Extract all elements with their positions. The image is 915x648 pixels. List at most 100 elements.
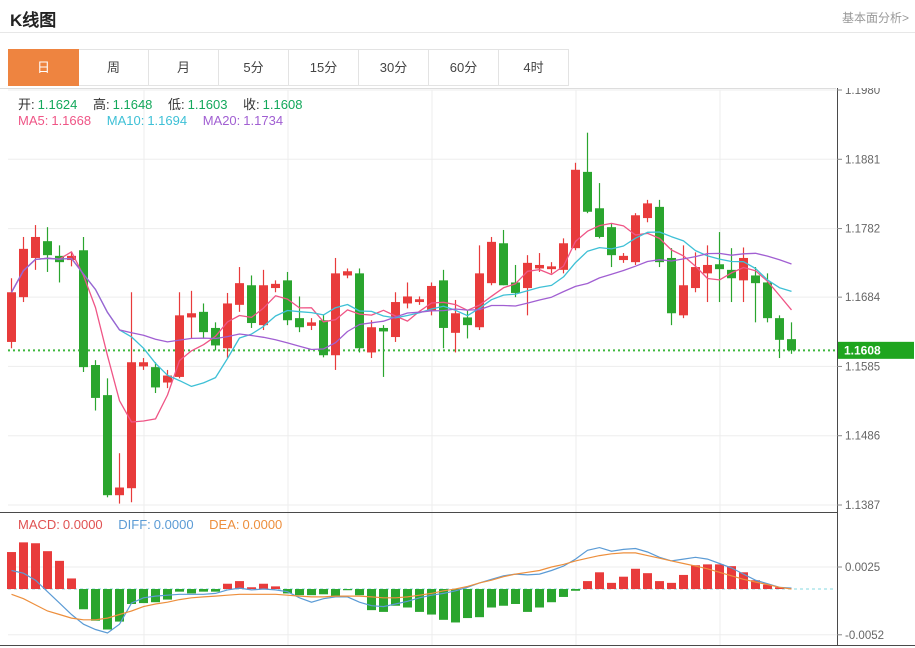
current-price-label: 1.1608 xyxy=(844,343,881,357)
macd-bar xyxy=(691,565,700,590)
candle-body xyxy=(703,264,712,274)
candle-body xyxy=(403,296,412,304)
fundamental-analysis-link[interactable]: 基本面分析> xyxy=(841,11,909,25)
candle-body xyxy=(559,243,568,270)
tab-15min[interactable]: 15分 xyxy=(289,49,359,86)
macd-bar xyxy=(595,572,604,590)
candle-body xyxy=(571,169,580,249)
macd-bar xyxy=(619,576,628,590)
macd-bar xyxy=(367,589,376,611)
macd-bar xyxy=(319,589,328,595)
high-value: 1.1648 xyxy=(112,97,153,112)
candle-body xyxy=(583,171,592,212)
tab-30min[interactable]: 30分 xyxy=(359,49,429,86)
ma10-value: 1.1694 xyxy=(147,113,188,128)
macd-bar xyxy=(19,542,28,590)
macd-bar xyxy=(247,587,256,590)
macd-bar xyxy=(427,589,436,615)
macd-legend: MACD: 0.0000 DIFF: 0.0000 DEA: 0.0000 xyxy=(18,517,285,532)
diff-value: 0.0000 xyxy=(153,517,194,532)
macd-bar xyxy=(343,589,352,591)
axis-tick-label: 1.1782 xyxy=(845,224,880,236)
candle-body xyxy=(295,318,304,328)
candle-body xyxy=(235,283,244,305)
axis-tick-label: 1.1980 xyxy=(845,88,880,97)
macd-bar xyxy=(163,589,172,600)
macd-bar xyxy=(127,589,136,604)
macd-bar xyxy=(631,568,640,590)
candle-body xyxy=(547,266,556,270)
macd-bar xyxy=(307,589,316,596)
candle-body xyxy=(715,264,724,270)
candle-body xyxy=(763,282,772,319)
macd-bar xyxy=(451,589,460,623)
y-axis-labels: 1.1980 1.1881 1.1782 1.1684 1.1585 1.1486 1.13… xyxy=(837,88,884,642)
candle-body xyxy=(391,302,400,338)
macd-bar xyxy=(295,589,304,596)
candle-body xyxy=(331,273,340,356)
candle-body xyxy=(739,257,748,281)
candle-body xyxy=(499,243,508,286)
candle-body xyxy=(367,327,376,353)
candle-body xyxy=(427,285,436,311)
candle-body xyxy=(487,241,496,284)
axis-tick-label: 1.1585 xyxy=(845,361,880,373)
macd-bar xyxy=(31,543,40,590)
ohlc-legend: 开: 1.1624 高: 1.1648 低: 1.1603 收: 1.1608 xyxy=(18,94,305,113)
candle-body xyxy=(727,269,736,279)
dea-label: DEA: xyxy=(209,517,240,532)
tab-monthly[interactable]: 月 xyxy=(149,49,219,86)
candle-body xyxy=(451,313,460,333)
tab-4hour[interactable]: 4时 xyxy=(499,49,569,86)
macd-bar xyxy=(403,589,412,608)
candle-body xyxy=(283,280,292,321)
macd-bar xyxy=(751,580,760,590)
candle-body xyxy=(751,275,760,284)
candle-body xyxy=(43,241,52,256)
tab-5min[interactable]: 5分 xyxy=(219,49,289,86)
macd-bar xyxy=(523,589,532,612)
axis-tick-label: -0.0052 xyxy=(845,630,884,642)
candle-body xyxy=(691,267,700,289)
macd-bar xyxy=(499,589,508,606)
candle-body xyxy=(19,248,28,298)
candle-body xyxy=(79,250,88,368)
macd-bar xyxy=(331,589,340,597)
ma10-line xyxy=(10,231,792,388)
macd-value: 0.0000 xyxy=(62,517,103,532)
ma20-label: MA20: xyxy=(202,113,241,128)
macd-bar xyxy=(259,583,268,590)
macd-bar xyxy=(475,589,484,618)
macd-bar xyxy=(607,582,616,590)
ma20-value: 1.1734 xyxy=(243,113,284,128)
low-label: 低: xyxy=(168,97,185,112)
ma-legend: MA5: 1.1668 MA10: 1.1694 MA20: 1.1734 xyxy=(18,113,286,128)
candle-body xyxy=(463,317,472,326)
macd-bar xyxy=(55,560,64,590)
candle-body xyxy=(607,227,616,256)
macd-bar xyxy=(211,589,220,592)
macd-bar xyxy=(703,564,712,590)
macd-bar xyxy=(715,564,724,590)
ma5-line xyxy=(10,222,792,423)
macd-bar xyxy=(91,589,100,621)
candle-body xyxy=(475,273,484,328)
macd-bar xyxy=(679,574,688,590)
axis-tick-label: 1.1881 xyxy=(845,154,880,166)
macd-bar xyxy=(511,589,520,604)
close-value: 1.1608 xyxy=(262,97,303,112)
macd-bar xyxy=(115,589,124,622)
macd-bar xyxy=(67,578,76,590)
current-price-badge: 1.1608 xyxy=(838,341,914,359)
ma20-line xyxy=(10,252,792,351)
candle-body xyxy=(103,395,112,496)
candle-body xyxy=(595,208,604,237)
macd-bar xyxy=(667,582,676,590)
tab-daily[interactable]: 日 xyxy=(8,49,79,86)
kline-chart-canvas[interactable]: 1.1980 1.1881 1.1782 1.1684 1.1585 1.1486 1.13… xyxy=(0,88,915,648)
candle-body xyxy=(655,206,664,263)
tab-60min[interactable]: 60分 xyxy=(429,49,499,86)
candle-body xyxy=(127,362,136,489)
tab-weekly[interactable]: 周 xyxy=(79,49,149,86)
macd-bar xyxy=(571,589,580,591)
